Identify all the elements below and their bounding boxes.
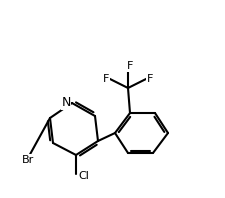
Text: N: N <box>61 96 70 109</box>
Text: F: F <box>102 74 109 84</box>
Text: F: F <box>146 74 153 84</box>
Text: F: F <box>126 61 133 71</box>
Text: Br: Br <box>22 155 34 165</box>
Text: Cl: Cl <box>78 171 89 181</box>
